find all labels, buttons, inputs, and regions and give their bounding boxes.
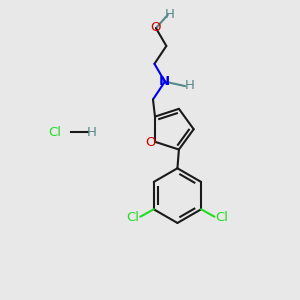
Text: H: H [164, 8, 174, 21]
Text: O: O [150, 21, 160, 34]
Text: H: H [184, 79, 194, 92]
Text: O: O [145, 136, 156, 149]
Text: Cl: Cl [48, 126, 62, 139]
Text: H: H [87, 126, 97, 139]
Text: N: N [159, 74, 170, 88]
Text: Cl: Cl [215, 211, 228, 224]
Text: Cl: Cl [126, 211, 140, 224]
